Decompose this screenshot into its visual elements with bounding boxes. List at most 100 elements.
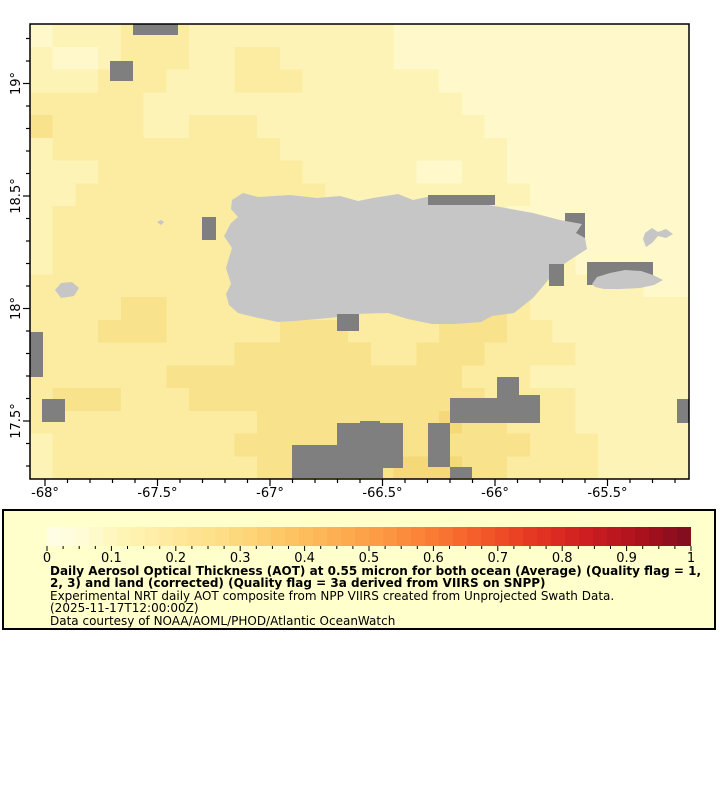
ocean-cell xyxy=(166,342,190,366)
caption-line-2: 2, 3) and land (corrected) (Quality flag… xyxy=(50,576,546,591)
colorbar-block xyxy=(467,527,481,546)
ocean-cell xyxy=(620,297,644,320)
ocean-cell xyxy=(143,297,167,320)
ocean-cell xyxy=(552,365,576,389)
ocean-cell xyxy=(416,46,440,70)
missing-cell xyxy=(202,217,216,240)
missing-cell xyxy=(549,264,564,286)
ocean-cell xyxy=(325,115,349,138)
colorbar-tick-label: 0.5 xyxy=(359,551,380,565)
colorbar-block xyxy=(663,527,677,546)
ocean-cell xyxy=(234,24,258,47)
ocean-cell xyxy=(643,297,667,320)
ocean-cell xyxy=(52,24,76,47)
ocean-cell xyxy=(529,92,553,116)
ocean-cell xyxy=(211,433,235,457)
ocean-cell xyxy=(598,456,622,480)
ocean-cell xyxy=(30,24,53,47)
ocean-cell xyxy=(30,433,53,457)
ocean-cell xyxy=(279,319,303,343)
ocean-cell xyxy=(666,433,690,457)
ocean-cell xyxy=(302,69,326,93)
ocean-cell xyxy=(52,365,76,389)
ocean-cell xyxy=(98,388,122,411)
ocean-cell xyxy=(416,365,440,389)
ocean-cell xyxy=(143,410,167,434)
ocean-cell xyxy=(143,206,167,229)
ocean-cell xyxy=(52,433,76,457)
ocean-cell xyxy=(120,456,144,480)
ocean-cell xyxy=(189,319,213,343)
ocean-cell xyxy=(484,160,508,184)
ocean-cell xyxy=(75,365,99,389)
ocean-cell xyxy=(143,456,167,480)
ocean-cell xyxy=(552,183,576,207)
ocean-cell xyxy=(620,388,644,411)
ocean-cell xyxy=(98,319,122,343)
ocean-cell xyxy=(143,160,167,184)
ocean-cell xyxy=(439,319,463,343)
colorbar-block xyxy=(243,527,257,546)
colorbar-block xyxy=(229,527,243,546)
ocean-cell xyxy=(166,388,190,411)
ocean-cell xyxy=(370,160,394,184)
map-plot: -68° -67.5° -67° -66.5° -66° -65.5° 19° 18.5° 18… xyxy=(9,23,690,501)
ocean-cell xyxy=(620,319,644,343)
ocean-cell xyxy=(348,388,372,411)
ocean-cell xyxy=(643,365,667,389)
ocean-cell xyxy=(370,115,394,138)
ocean-cell xyxy=(370,92,394,116)
ocean-cell xyxy=(439,342,463,366)
ocean-cell xyxy=(211,206,235,229)
ocean-cell xyxy=(52,183,76,207)
ocean-cell xyxy=(620,342,644,366)
ocean-cell xyxy=(552,456,576,480)
ocean-cell xyxy=(257,137,281,161)
colorbar-block xyxy=(509,527,523,546)
ocean-cell xyxy=(166,251,190,275)
colorbar-block xyxy=(621,527,635,546)
ocean-cell xyxy=(302,388,326,411)
ocean-cell xyxy=(143,388,167,411)
ocean-cell xyxy=(598,46,622,70)
ocean-cell xyxy=(234,388,258,411)
ocean-cell xyxy=(666,342,690,366)
ocean-cell xyxy=(279,410,303,434)
ocean-cell xyxy=(143,365,167,389)
ocean-cell xyxy=(370,388,394,411)
ocean-cell xyxy=(166,160,190,184)
ocean-cell xyxy=(598,69,622,93)
missing-cell xyxy=(428,195,495,205)
missing-cell xyxy=(337,423,403,445)
legend-box: 0 0.1 0.2 0.3 0.4 0.5 0.6 0.7 0.8 0.9 1 Daily Aero… xyxy=(2,509,716,630)
ocean-cell xyxy=(575,115,599,138)
ocean-cell xyxy=(552,433,576,457)
ocean-cell xyxy=(166,456,190,480)
ocean-cell xyxy=(552,115,576,138)
colorbar-block xyxy=(327,527,341,546)
ocean-cell xyxy=(143,46,167,70)
ocean-cell xyxy=(348,137,372,161)
x-tick-label: -66.5° xyxy=(362,486,402,501)
ocean-cell xyxy=(461,24,485,47)
ocean-cell xyxy=(439,69,463,93)
colorbar-block xyxy=(285,527,299,546)
y-tick-label: 18.5° xyxy=(9,178,24,213)
ocean-cell xyxy=(552,319,576,343)
ocean-cell xyxy=(257,433,281,457)
ocean-cell xyxy=(529,319,553,343)
ocean-cell xyxy=(620,433,644,457)
ocean-cell xyxy=(598,206,622,229)
ocean-cell xyxy=(484,456,508,480)
ocean-cell xyxy=(234,46,258,70)
ocean-cell xyxy=(52,228,76,252)
ocean-cell xyxy=(461,365,485,389)
ocean-cell xyxy=(98,342,122,366)
ocean-cell xyxy=(507,24,531,47)
ocean-cell xyxy=(393,388,417,411)
ocean-cell xyxy=(370,342,394,366)
ocean-cell xyxy=(211,319,235,343)
ocean-cell xyxy=(370,69,394,93)
ocean-cell xyxy=(598,365,622,389)
ocean-cell xyxy=(143,115,167,138)
